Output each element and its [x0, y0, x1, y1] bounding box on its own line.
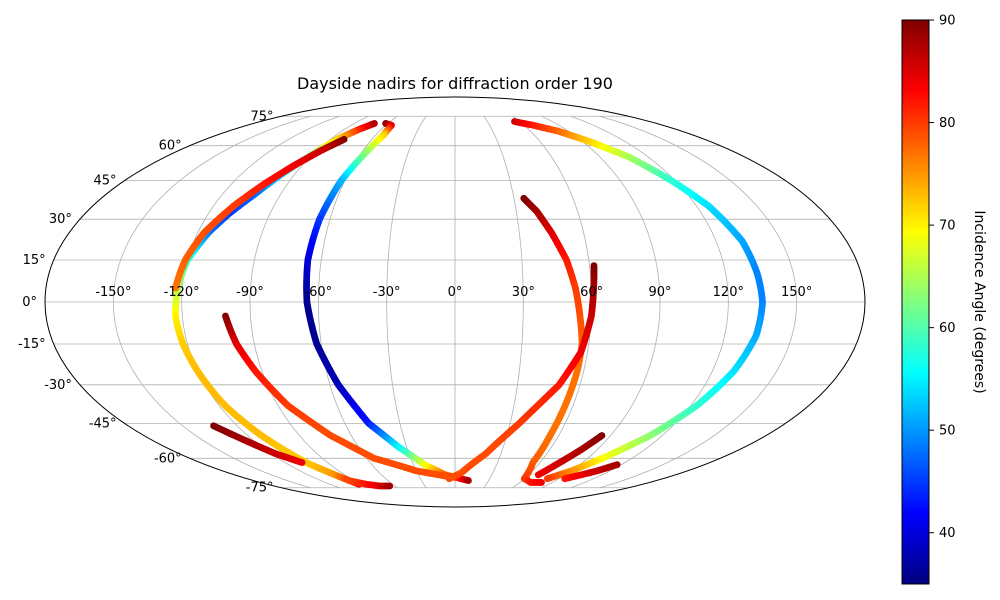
nadir-point — [534, 471, 542, 479]
nadir-point — [538, 479, 545, 486]
colorbar-tick-label: 40 — [939, 526, 956, 541]
x-tick-label: 90° — [648, 285, 671, 300]
x-tick-label: 30° — [512, 285, 535, 300]
x-tick-label: -60° — [304, 285, 332, 300]
x-tick-label: -90° — [236, 285, 264, 300]
latitude-tick-labels: -75° -60° -45° -30° -15° 0° 15° 30° 45° 60° 75° — [18, 109, 274, 495]
x-tick-label: -120° — [164, 285, 200, 300]
y-tick-label: 75° — [250, 109, 273, 124]
chart-title: Dayside nadirs for diffraction order 190 — [297, 74, 613, 93]
nadir-point — [445, 475, 453, 483]
colorbar-tick-label: 50 — [939, 424, 956, 439]
colorbar-ticks: 40 50 60 70 80 90 — [929, 14, 956, 541]
y-tick-label: 15° — [23, 253, 46, 268]
y-tick-label: -60° — [154, 451, 182, 466]
colorbar-tick-label: 70 — [939, 219, 956, 234]
colorbar — [901, 19, 930, 585]
nadir-point — [172, 284, 179, 292]
longitude-tick-labels: -150° -120° -90° -60° -30° 0° 30° 60° 90° 120° 150… — [95, 285, 812, 300]
nadir-point — [386, 482, 394, 490]
x-tick-label: -30° — [373, 285, 401, 300]
y-tick-label: -75° — [246, 481, 274, 496]
colorbar-tick-label: 90 — [939, 14, 956, 29]
data-points — [172, 118, 766, 490]
x-tick-label: 120° — [713, 285, 744, 300]
x-tick-label: 60° — [580, 285, 603, 300]
colorbar-label: Incidence Angle (degrees) — [971, 210, 987, 393]
y-tick-label: -15° — [18, 337, 46, 352]
graticule-grid — [45, 115, 865, 489]
map-boundary — [44, 96, 866, 508]
nadir-point — [544, 475, 551, 483]
colorbar-tick-label: 60 — [939, 321, 956, 336]
x-tick-label: 0° — [448, 285, 463, 300]
y-tick-label: -30° — [44, 378, 72, 393]
y-tick-label: 0° — [22, 295, 37, 310]
colorbar-tick-label: 80 — [939, 116, 956, 131]
y-tick-label: 60° — [159, 139, 182, 154]
x-tick-label: -150° — [95, 285, 131, 300]
y-tick-label: 45° — [94, 174, 117, 189]
y-tick-label: -45° — [89, 416, 117, 431]
x-tick-label: 150° — [781, 285, 812, 300]
nadir-point — [613, 461, 621, 469]
y-tick-label: 30° — [49, 212, 72, 227]
nadir-point — [465, 477, 472, 484]
nadir-point — [298, 459, 306, 466]
